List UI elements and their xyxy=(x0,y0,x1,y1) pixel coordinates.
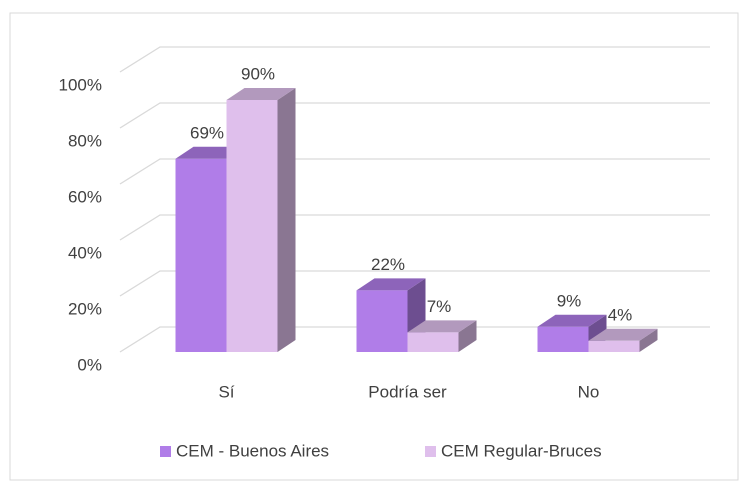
y-tick-label: 80% xyxy=(68,131,102,150)
bar-side xyxy=(277,88,296,352)
data-label: 4% xyxy=(608,305,633,324)
bar-side xyxy=(639,328,658,352)
y-tick-label: 100% xyxy=(59,75,102,94)
x-tick-label: Podría ser xyxy=(368,382,447,401)
x-tick-label: Sí xyxy=(218,382,234,401)
y-tick-label: 20% xyxy=(68,299,102,318)
grid-line xyxy=(119,158,710,185)
bar-front xyxy=(537,326,589,352)
data-label: 90% xyxy=(241,64,275,83)
data-label: 69% xyxy=(190,123,224,142)
bar-front xyxy=(407,332,459,352)
y-tick-label: 40% xyxy=(68,243,102,262)
y-tick-label: 0% xyxy=(77,355,102,374)
legend-swatch xyxy=(425,446,436,457)
bar xyxy=(407,320,477,352)
bar-top xyxy=(407,320,477,333)
bar-top xyxy=(588,328,658,341)
grid-line xyxy=(119,214,710,241)
data-label: 22% xyxy=(371,255,405,274)
bar-front xyxy=(356,290,408,352)
bar-top xyxy=(537,314,607,327)
bar xyxy=(588,328,658,352)
legend-swatch xyxy=(160,446,171,457)
grid-line xyxy=(119,326,710,353)
bar-side xyxy=(458,320,477,352)
data-label: 7% xyxy=(427,297,452,316)
grid-line xyxy=(119,102,710,129)
bar-top xyxy=(356,278,426,291)
grid-line xyxy=(119,270,710,297)
bar-front xyxy=(588,340,640,352)
legend-label: CEM Regular-Bruces xyxy=(441,441,602,460)
x-tick-label: No xyxy=(578,382,600,401)
bar xyxy=(226,88,296,352)
bar-front xyxy=(226,100,278,352)
legend-label: CEM - Buenos Aires xyxy=(176,441,329,460)
bar-front xyxy=(175,158,227,352)
grid-line xyxy=(119,46,710,73)
data-label: 9% xyxy=(557,291,582,310)
chart-frame xyxy=(9,12,739,481)
y-tick-label: 60% xyxy=(68,187,102,206)
bar-top xyxy=(226,88,296,100)
